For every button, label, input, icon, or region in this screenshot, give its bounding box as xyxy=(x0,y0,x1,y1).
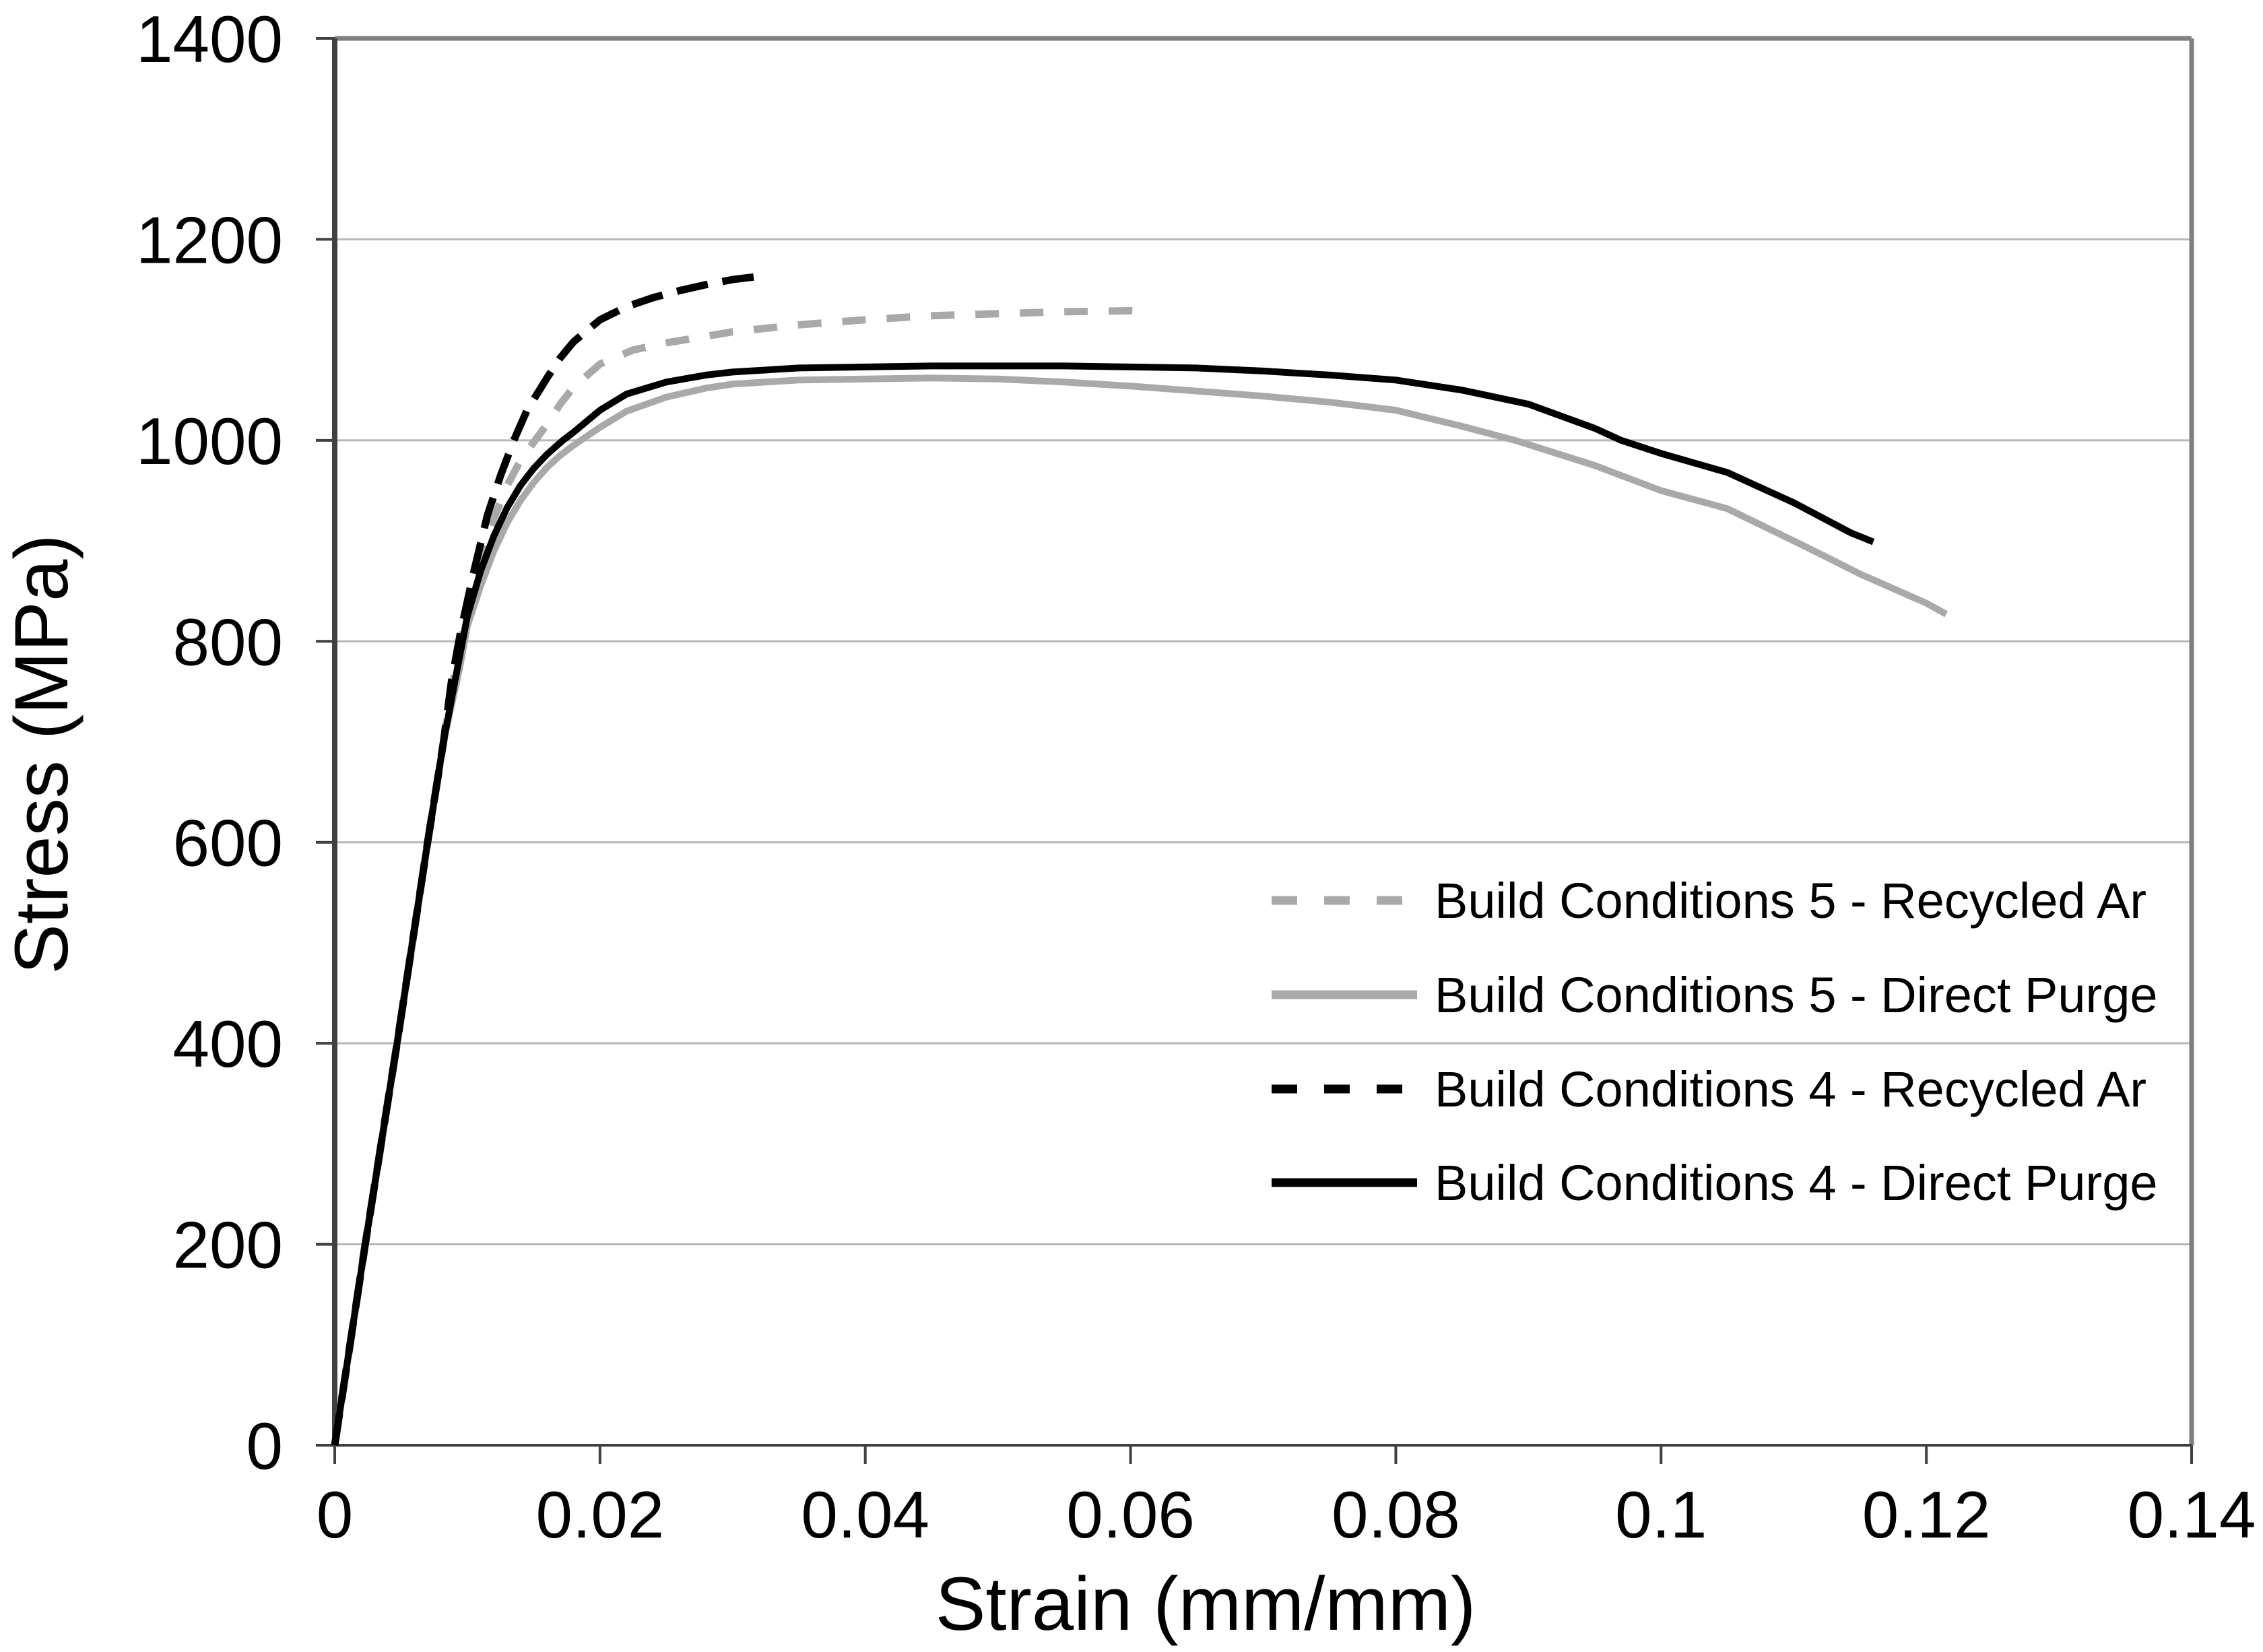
series-line-4 xyxy=(331,362,1875,1446)
x-tick-label: 0.04 xyxy=(801,1478,929,1552)
legend-label: Build Conditions 5 - Recycled Ar xyxy=(1435,873,2146,929)
x-tick-label: 0.06 xyxy=(1066,1478,1195,1552)
y-tick-label: 1400 xyxy=(136,2,283,76)
y-tick-label: 0 xyxy=(246,1409,283,1483)
legend: Build Conditions 5 - Recycled Ar Build Co… xyxy=(1272,873,2158,1211)
series-lines xyxy=(331,271,1948,1446)
y-tick-label: 1000 xyxy=(136,404,283,478)
legend-label: Build Conditions 4 - Recycled Ar xyxy=(1435,1061,2146,1117)
legend-label: Build Conditions 4 - Direct Purge xyxy=(1435,1155,2158,1211)
series-line-2 xyxy=(331,374,1948,1446)
y-tick-label: 1200 xyxy=(136,203,283,277)
legend-item-4: Build Conditions 4 - Direct Purge xyxy=(1272,1155,2158,1211)
x-tick-label: 0.1 xyxy=(1615,1478,1707,1552)
x-tick-label: 0.08 xyxy=(1332,1478,1460,1552)
legend-item-2: Build Conditions 5 - Direct Purge xyxy=(1272,967,2158,1023)
x-tick-label: 0.12 xyxy=(1862,1478,1991,1552)
x-tick-label: 0.02 xyxy=(535,1478,664,1552)
y-tick-label: 200 xyxy=(172,1208,283,1282)
y-tick-label: 400 xyxy=(172,1007,283,1081)
x-tick-label: 0.14 xyxy=(2128,1478,2256,1552)
plot-frame xyxy=(332,36,2194,1447)
legend-item-1: Build Conditions 5 - Recycled Ar xyxy=(1272,873,2146,929)
y-axis-title: Stress (MPa) xyxy=(0,534,84,974)
y-tick-label: 600 xyxy=(172,806,283,880)
x-axis-title: Strain (mm/mm) xyxy=(936,1562,1476,1646)
axis-tick-labels: 0 200 400 600 800 1000 1200 1400 0 0.02 0.04 0.06 0.… xyxy=(136,2,2256,1552)
series-line-1 xyxy=(331,306,1151,1446)
x-tick-label: 0 xyxy=(317,1478,354,1552)
axis-ticks xyxy=(316,37,2193,1464)
y-tick-label: 800 xyxy=(172,605,283,679)
legend-label: Build Conditions 5 - Direct Purge xyxy=(1435,967,2158,1023)
legend-item-3: Build Conditions 4 - Recycled Ar xyxy=(1272,1061,2146,1117)
